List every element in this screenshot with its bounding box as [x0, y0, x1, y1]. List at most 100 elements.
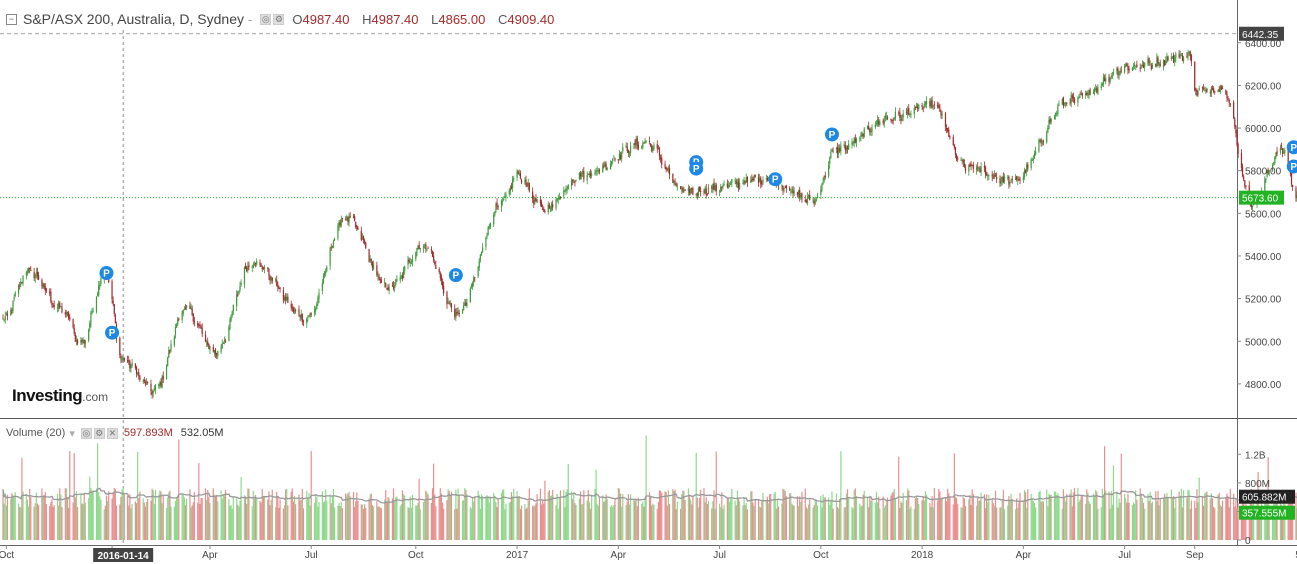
candle-body	[323, 272, 326, 276]
candle-body	[968, 164, 970, 172]
volume-bar	[262, 497, 264, 540]
volume-bar	[424, 500, 426, 540]
collapse-icon[interactable]: −	[6, 13, 17, 25]
volume-bar	[836, 507, 839, 540]
candle-body	[1283, 152, 1285, 154]
volume-bar	[1022, 500, 1024, 540]
candle-body	[69, 317, 71, 320]
volume-bar	[154, 489, 157, 540]
volume-bar	[170, 506, 172, 540]
volume-bar	[559, 490, 562, 540]
volume-bar	[191, 505, 193, 540]
candle-body	[240, 283, 242, 285]
volume-bar	[52, 506, 54, 540]
volume-chevron-icon[interactable]: ▾	[69, 427, 75, 440]
candle-body	[493, 215, 495, 225]
volume-bar	[376, 501, 378, 540]
candle-body	[41, 279, 43, 287]
volume-bar	[625, 505, 627, 540]
volume-label[interactable]: Volume (20)	[6, 427, 66, 439]
candle-body	[74, 334, 76, 342]
candle-body	[617, 159, 619, 161]
volume-bar	[1111, 504, 1113, 540]
candle-body	[625, 145, 627, 148]
candle-body	[634, 142, 636, 145]
volume-bar	[161, 503, 163, 540]
candle-body	[283, 297, 286, 300]
candle-body	[667, 168, 670, 170]
volume-bar	[789, 493, 791, 540]
volume-bar	[661, 492, 663, 540]
volume-bar	[43, 495, 45, 540]
close-key: C	[497, 11, 508, 27]
candle-body	[330, 247, 332, 249]
volume-bar	[65, 488, 68, 540]
volume-bar	[752, 502, 754, 540]
candle-body	[955, 155, 958, 160]
eye-icon[interactable]: ◎	[260, 13, 272, 25]
volume-bar	[279, 499, 281, 540]
volume-bar	[450, 491, 453, 540]
candle-body	[1227, 98, 1229, 100]
volume-bar	[844, 506, 846, 540]
candle-body	[899, 112, 901, 118]
candle-body	[781, 184, 783, 187]
volume-bar	[676, 501, 678, 540]
chevron-down-icon[interactable]: -	[248, 11, 253, 27]
candle-body	[944, 113, 947, 127]
dividend-marker-label: P	[1290, 143, 1297, 154]
volume-settings-icon[interactable]: ⚙	[93, 427, 105, 439]
volume-bar	[566, 489, 568, 540]
candle-body	[209, 345, 211, 351]
volume-eye-icon[interactable]: ◎	[80, 427, 92, 439]
volume-bar	[1040, 501, 1042, 540]
candle-body	[447, 302, 449, 304]
volume-bar	[692, 495, 694, 540]
candle-body	[673, 182, 675, 184]
candle-body	[544, 211, 546, 213]
volume-bar	[921, 500, 923, 540]
volume-bar	[774, 491, 776, 540]
candle-body	[714, 186, 716, 190]
candle-body	[1061, 99, 1063, 105]
candle-body	[734, 179, 736, 181]
volume-bar	[1023, 489, 1026, 540]
candle-body	[295, 309, 297, 311]
candle-body	[980, 166, 982, 173]
volume-bar	[750, 491, 752, 540]
candle-body	[752, 178, 754, 180]
volume-bar	[391, 498, 394, 540]
candle-body	[649, 143, 652, 146]
volume-bar	[139, 491, 141, 540]
volume-bar	[1027, 489, 1029, 540]
volume-bar	[276, 492, 278, 540]
candle-body	[253, 263, 256, 265]
volume-bar	[448, 490, 450, 540]
candle-body	[1165, 61, 1167, 65]
volume-bar	[1055, 491, 1057, 540]
candle-body	[706, 194, 708, 196]
candle-body	[346, 216, 348, 220]
settings-icon[interactable]: ⚙	[273, 13, 285, 25]
candle-body	[162, 375, 164, 380]
volume-bar	[4, 493, 6, 540]
candle-body	[595, 170, 597, 173]
volume-bar	[762, 492, 764, 540]
volume-bar	[657, 501, 659, 540]
volume-bar	[893, 488, 895, 540]
volume-bar	[633, 499, 635, 540]
candle-body	[963, 163, 965, 167]
volume-bar	[939, 491, 941, 540]
volume-close-icon[interactable]: ✕	[106, 427, 118, 439]
volume-bar	[712, 501, 714, 540]
volume-bar	[960, 506, 962, 540]
volume-bar	[1140, 493, 1142, 540]
candle-body	[760, 177, 762, 185]
candle-body	[123, 358, 125, 361]
candle-body	[823, 175, 825, 181]
volume-bar	[604, 500, 606, 540]
volume-bar	[135, 503, 138, 540]
candle-body	[1241, 166, 1244, 177]
instrument-title[interactable]: S&P/ASX 200, Australia, D, Sydney	[23, 11, 245, 27]
